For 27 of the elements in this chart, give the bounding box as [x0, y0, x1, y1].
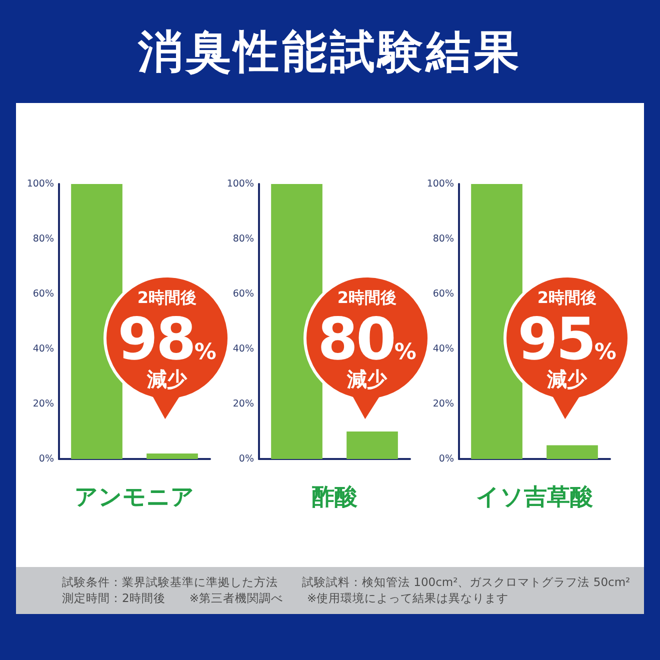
y-tick-label: 60% [232, 288, 254, 300]
x-axis-title: イソ吉草酸 [476, 484, 594, 510]
y-tick-label: 100% [426, 178, 454, 190]
y-tick-label: 40% [432, 344, 454, 354]
y-tick-label: 100% [26, 178, 54, 190]
y-tick-label: 20% [32, 398, 54, 410]
text: 測定時間：2時間後 ※第三者機関調べ ※使用環境によって結果は異なります [62, 590, 510, 606]
y-tick-label: 40% [232, 344, 254, 354]
y-tick-label: 100% [226, 178, 254, 190]
y-tick-label: 60% [432, 288, 454, 300]
annotation: 2時間後 [137, 288, 197, 308]
y-tick-label: 20% [432, 398, 454, 410]
y-tick-label: 0% [238, 454, 254, 464]
y-tick-label: 80% [232, 234, 254, 244]
y-tick-label: 80% [32, 234, 54, 244]
annotation: 2時間後 [536, 288, 598, 308]
y-tick-label: 80% [432, 234, 454, 244]
y-tick-label: 0% [438, 454, 454, 464]
y-tick-label: 0% [38, 454, 54, 464]
text: 試験条件：業界試験基準に準拠した方法 試験試料：検知管法 100cm²、ガスクロマトグラフ法 50cm² [62, 574, 632, 590]
x-axis-title: アンモニア [74, 484, 194, 510]
y-tick-label: 40% [32, 344, 54, 354]
x-axis-title: 酢酸 [312, 484, 358, 510]
y-tick-label: 60% [32, 288, 54, 300]
y-tick-label: 20% [232, 398, 254, 410]
annotation: 2時間後 [337, 288, 397, 308]
text: 消臭性能試験結果 [136, 24, 523, 80]
